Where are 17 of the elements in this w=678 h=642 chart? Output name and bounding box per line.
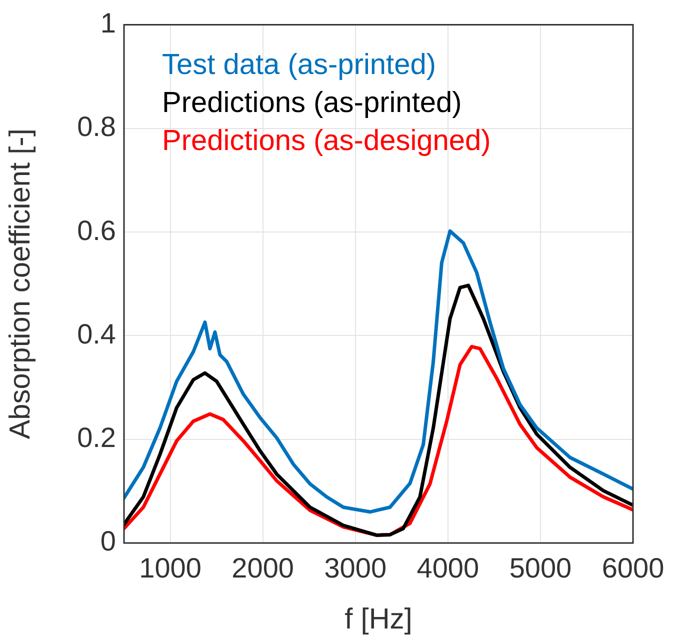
x-tick-label: 2000 <box>232 552 294 584</box>
y-tick-label: 0.2 <box>77 422 116 454</box>
x-tick-label: 6000 <box>602 552 664 584</box>
x-tick-label: 3000 <box>324 552 387 584</box>
text: Predictions (as-designed) <box>162 124 491 157</box>
y-tick-label: 0.6 <box>77 214 116 246</box>
x-tick-label: 5000 <box>509 552 572 584</box>
text: Test data (as-printed) <box>162 48 436 81</box>
x-axis-title: f [Hz] <box>344 604 412 636</box>
y-tick-label: 0.4 <box>77 318 116 350</box>
y-tick-label: 0 <box>100 526 116 557</box>
y-tick-label: 0.8 <box>77 111 116 142</box>
y-tick-label: 1 <box>100 8 116 39</box>
x-tick-label: 4000 <box>416 552 480 584</box>
x-tick-label: 1000 <box>139 552 202 584</box>
text: Predictions (as-printed) <box>162 86 462 119</box>
y-axis-title: Absorption coefficient [-] <box>4 128 36 440</box>
